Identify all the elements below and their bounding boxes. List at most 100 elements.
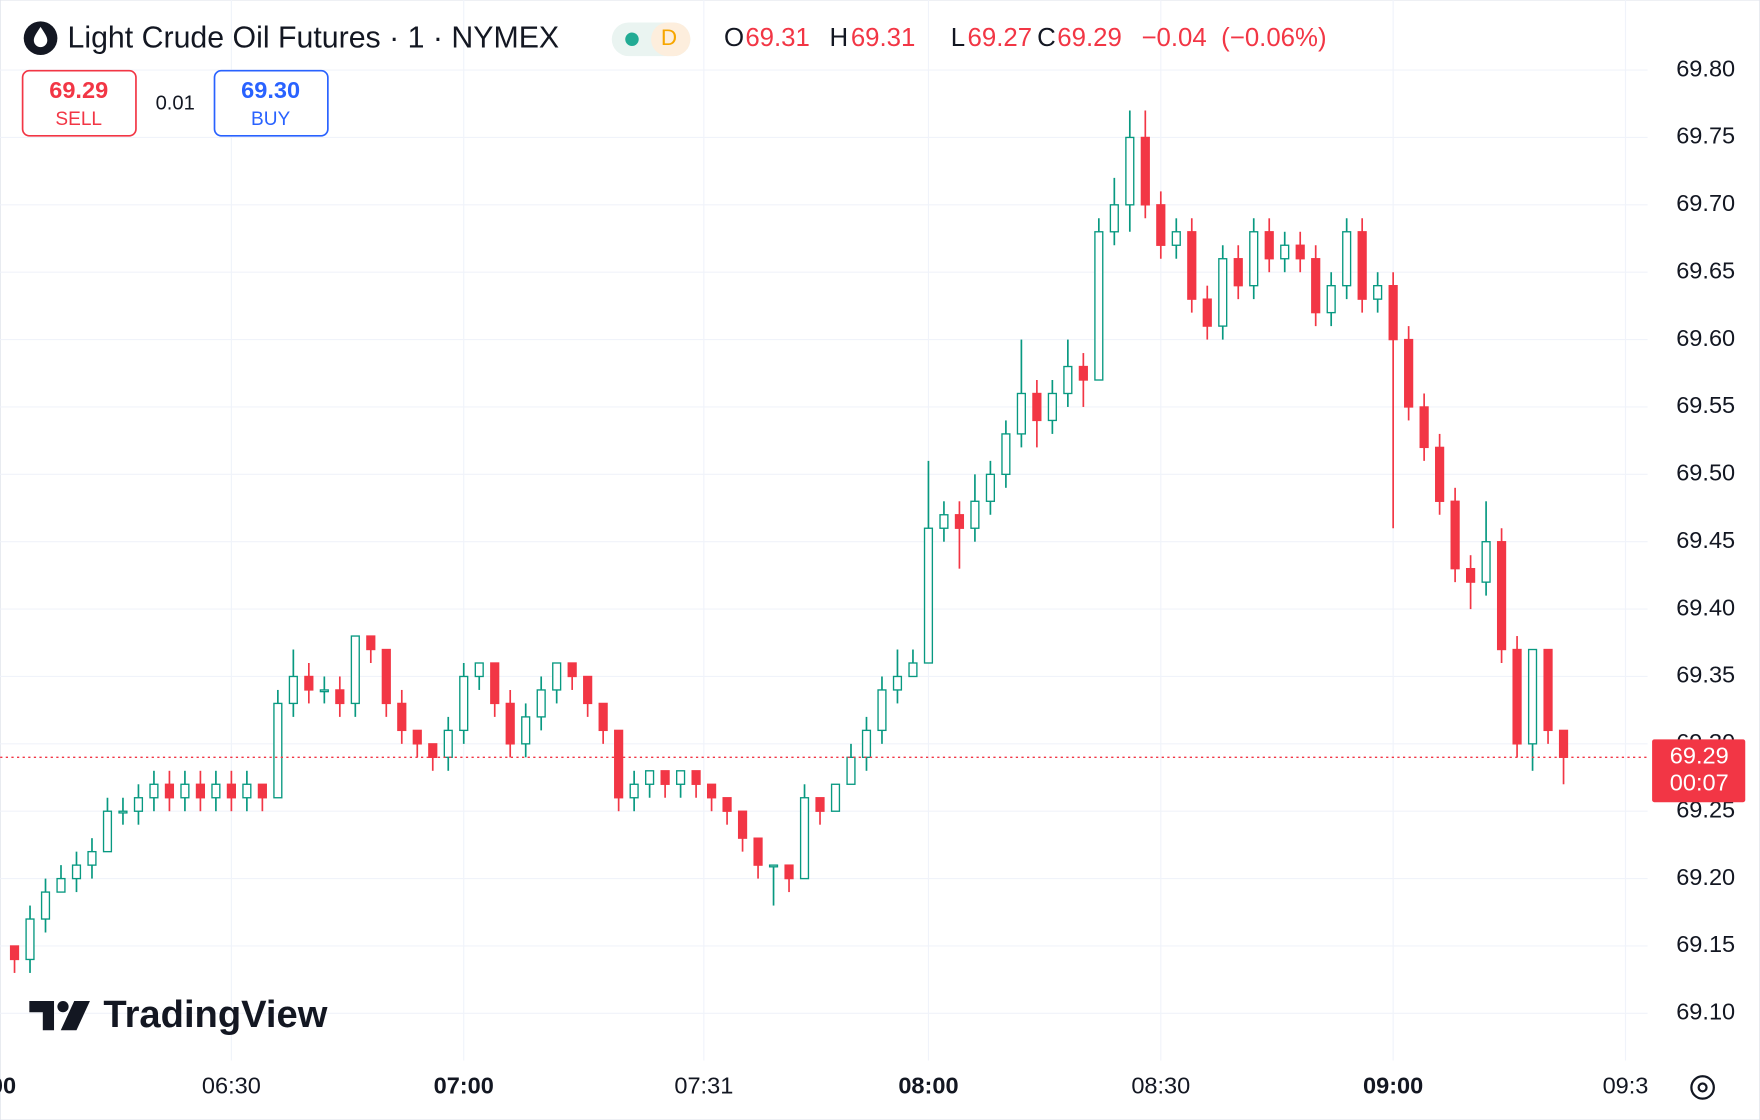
candle-body xyxy=(676,770,686,785)
candle-body xyxy=(660,770,670,785)
candle-body xyxy=(691,770,701,785)
y-tick-label: 69.10 xyxy=(1676,999,1735,1025)
candle-body xyxy=(954,514,965,529)
logo-icon xyxy=(29,1001,90,1031)
market-dot xyxy=(625,32,639,47)
x-tick-label: 06:30 xyxy=(202,1073,261,1099)
candle-body xyxy=(1047,392,1057,422)
y-tick-label: 69.80 xyxy=(1676,55,1735,81)
settings-icon[interactable] xyxy=(1690,1075,1715,1100)
candle-body xyxy=(1125,136,1135,206)
candle-body xyxy=(1311,258,1321,314)
y-tick-label: 69.40 xyxy=(1676,594,1735,620)
candle-body xyxy=(366,635,376,651)
candle-body xyxy=(195,783,206,799)
candle-body xyxy=(583,675,593,705)
candle-body xyxy=(753,837,763,866)
candle-body xyxy=(257,783,267,799)
ohlc-value: 69.31 xyxy=(851,24,916,52)
candle-body xyxy=(350,635,360,705)
candle-body xyxy=(1450,500,1460,570)
candle-body xyxy=(1202,298,1212,327)
candle-body xyxy=(149,783,159,799)
x-tick-label: 08:30 xyxy=(1131,1073,1190,1099)
y-tick-label: 69.35 xyxy=(1676,662,1735,688)
x-tick-label: 09:00 xyxy=(1363,1073,1423,1099)
candle-body xyxy=(1233,258,1243,287)
candle-body xyxy=(722,797,732,812)
candle-body xyxy=(892,675,903,691)
buy-label: BUY xyxy=(251,109,290,130)
candle-body xyxy=(443,729,453,758)
candle-body xyxy=(1032,392,1042,422)
candle-body xyxy=(1140,136,1150,206)
candle-body xyxy=(706,783,717,799)
candle-body xyxy=(1063,365,1073,395)
x-tick-label: 08:00 xyxy=(898,1073,958,1099)
candle-body xyxy=(521,716,531,745)
drop-icon xyxy=(33,26,48,48)
candle-body xyxy=(1171,231,1181,246)
candle-body xyxy=(459,675,469,732)
price-tag-value: 69.29 xyxy=(1670,743,1729,769)
y-tick-label: 69.60 xyxy=(1676,325,1735,351)
candle-body xyxy=(71,864,82,880)
candle-body xyxy=(1326,285,1336,314)
candle-body xyxy=(1078,365,1088,381)
candle-body xyxy=(505,702,515,745)
sell-button[interactable] xyxy=(21,69,137,137)
candle-body xyxy=(923,527,934,664)
candle-body xyxy=(1388,285,1398,341)
candle-body xyxy=(1404,338,1414,408)
candle-body xyxy=(288,675,298,705)
settings-icon-center xyxy=(1697,1082,1708,1093)
candle-body xyxy=(985,473,996,502)
candle-body xyxy=(1543,648,1553,732)
candle-body xyxy=(645,770,655,785)
candle-body xyxy=(1295,244,1305,260)
candle-body xyxy=(490,662,500,705)
candle-body xyxy=(598,702,608,732)
candle-body xyxy=(970,500,980,529)
logo-dot xyxy=(57,1001,69,1013)
candles xyxy=(9,110,1569,973)
candle-body xyxy=(474,662,484,678)
candle-body xyxy=(180,783,190,799)
candle-body xyxy=(737,810,748,839)
candle-body xyxy=(567,662,577,678)
candle-body xyxy=(118,810,128,814)
x-tick-label: 07:00 xyxy=(434,1073,494,1099)
candle-body xyxy=(428,743,438,758)
candle-body xyxy=(412,729,422,745)
candle-body xyxy=(939,514,949,529)
spread: 0.01 xyxy=(156,93,195,115)
delay-badge: D xyxy=(661,25,677,50)
y-tick-label: 69.55 xyxy=(1676,392,1735,418)
candle-body xyxy=(133,797,144,812)
candle-body xyxy=(1016,392,1026,435)
candle-body xyxy=(226,783,236,799)
candle-body xyxy=(1527,648,1538,745)
candle-body xyxy=(815,797,825,812)
y-tick-label: 69.65 xyxy=(1676,257,1735,283)
chart-title[interactable]: Light Crude Oil Futures · 1 · NYMEX xyxy=(67,21,559,54)
candle-body xyxy=(536,689,546,718)
logo-text[interactable]: TradingView xyxy=(103,993,327,1036)
x-tick-label: 09:3 xyxy=(1603,1073,1649,1099)
y-tick-label: 69.15 xyxy=(1676,931,1735,957)
candle-body xyxy=(1156,204,1166,246)
candle-body xyxy=(211,783,221,799)
ohlc-label: O xyxy=(724,24,744,52)
buy-button[interactable] xyxy=(213,69,329,137)
candle-body xyxy=(319,689,329,693)
candle-body xyxy=(799,797,810,880)
candle-body xyxy=(1264,231,1274,260)
ohlc-label: L xyxy=(951,24,965,52)
candle-body xyxy=(861,729,872,758)
candle-body xyxy=(1481,541,1491,583)
candle-body xyxy=(102,810,113,853)
candle-body xyxy=(1512,648,1522,745)
change: −0.04 xyxy=(1141,24,1206,52)
